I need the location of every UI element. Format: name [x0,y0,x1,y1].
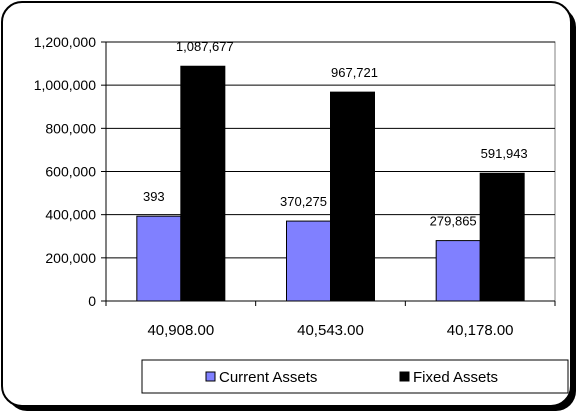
y-tick-label: 1,200,000 [34,34,96,50]
x-tick-labels: 40,908.00 40,543.00 40,178.00 [147,322,513,339]
x-tick-label: 40,543.00 [297,322,364,339]
plot-area: 0 200,000 400,000 600,000 800,000 1,000,000 1,… [34,34,556,339]
data-label: 370,275 [280,194,327,209]
data-label: 591,943 [481,146,528,161]
legend: Current Assets Fixed Assets [141,359,569,394]
bar-current-assets [286,220,331,302]
bar-fixed-assets [479,172,525,302]
y-tick-label: 1,000,000 [34,77,96,93]
bar-fixed-assets [330,91,375,302]
legend-label-fixed-assets: Fixed Assets [413,369,498,386]
legend-swatch-current-assets [205,371,216,382]
bar-current-assets [435,240,481,302]
bar-fixed-assets [180,65,226,302]
y-tick-label: 0 [88,293,96,309]
y-tick-label: 200,000 [45,250,96,266]
data-label: 967,721 [331,65,378,80]
legend-swatch-fixed-assets [399,371,410,382]
y-tick-label: 800,000 [45,120,96,136]
x-tick-label: 40,178.00 [447,322,514,339]
y-tick-label: 600,000 [45,164,96,180]
y-tick-labels: 0 200,000 400,000 600,000 800,000 1,000,000 1,… [34,34,97,309]
data-label: 279,865 [430,214,477,229]
data-labels: 393 1,087,677 370,275 967,721 279,865 591,943 [143,39,528,228]
y-tick-label: 400,000 [45,207,96,223]
bar-current-assets [136,215,182,302]
data-label: 1,087,677 [176,39,234,54]
legend-label-current-assets: Current Assets [219,369,317,386]
data-label: 393 [143,189,165,204]
x-tick-label: 40,908.00 [147,322,214,339]
